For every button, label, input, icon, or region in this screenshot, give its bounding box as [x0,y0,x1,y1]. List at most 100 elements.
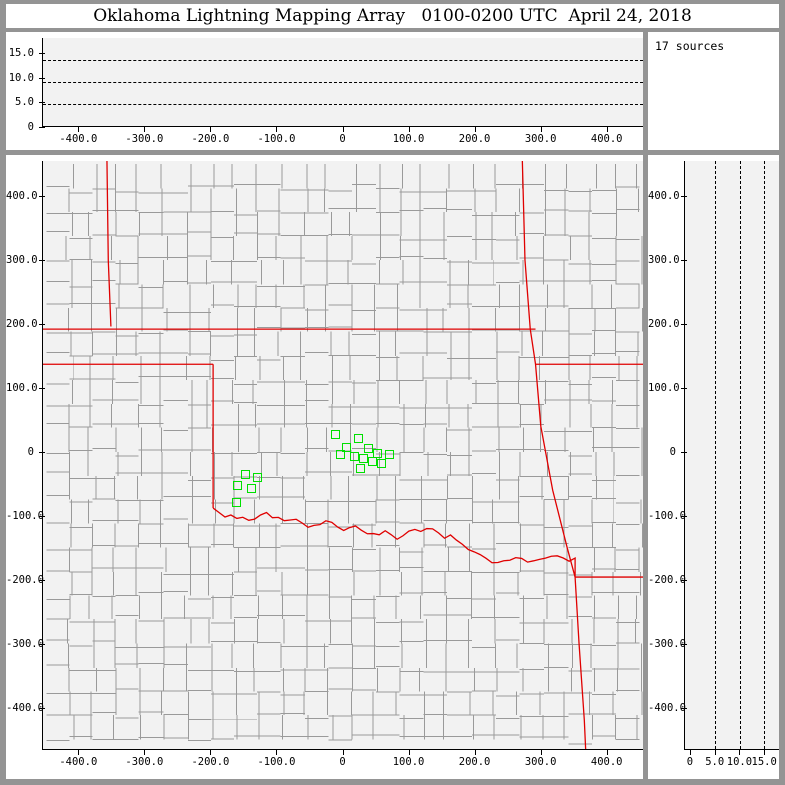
altitude-gridline [715,161,717,749]
source-count-panel: 17 sources [648,32,779,150]
source-marker [246,483,256,493]
axis-tick-y [681,708,687,710]
axis-label-x: -400.0 [59,756,98,768]
axis-label-y: 15.0 [8,46,34,59]
axis-tick-x [540,127,542,132]
axis-label-y: -100.0 [648,510,686,523]
axis-tick-x [689,750,691,755]
axis-label-y: -400.0 [648,702,686,715]
axis-label-x: 200.0 [458,756,491,768]
axis-tick-x [408,127,410,132]
axis-tick-x [342,750,344,755]
axis-tick-y [39,516,45,518]
axis-label-y: 400.0 [6,190,38,203]
axis-tick-x [78,127,80,132]
axis-label-x: 15.0 [751,756,777,768]
axis-label-y: 200.0 [6,318,38,331]
axis-tick-y [39,260,45,262]
axis-tick-y [39,77,45,79]
source-marker [358,454,368,464]
axis-label-y: -200.0 [648,574,686,587]
axis-tick-y [681,516,687,518]
axis-label-x: 0 [339,756,346,768]
axis-tick-x [276,750,278,755]
axis-tick-y [39,196,45,198]
axis-tick-x [606,750,608,755]
axis-tick-y [39,52,45,54]
axis-tick-y [39,452,45,454]
page-title-text: Oklahoma Lightning Mapping Array 0100-02… [93,6,692,26]
axis-tick-y [39,708,45,710]
source-marker [241,469,251,479]
axis-label-y: -200.0 [6,574,44,587]
axis-label-y: 300.0 [648,254,680,267]
axis-tick-x [714,750,716,755]
axis-tick-y [681,580,687,582]
axis-tick-x [78,750,80,755]
axis-tick-x [474,750,476,755]
axis-label-x: 0 [686,756,694,768]
gridline-10 [43,82,643,83]
axis-label-x: -200.0 [191,133,230,145]
map-geography [43,161,643,749]
axis-tick-x [210,750,212,755]
page-title: Oklahoma Lightning Mapping Array 0100-02… [6,4,779,28]
source-marker [373,449,383,459]
axis-tick-x [144,127,146,132]
axis-label-y: -400.0 [6,702,44,715]
axis-tick-y [681,324,687,326]
axis-tick-y [39,127,45,128]
axis-label-x: 100.0 [392,756,425,768]
axis-label-x: 100.0 [392,133,425,145]
axis-tick-x [540,750,542,755]
source-marker [331,429,341,439]
axis-label-y: -300.0 [6,638,44,651]
axis-label-y: 0 [669,446,676,459]
axis-tick-x [210,127,212,132]
axis-label-x: 300.0 [524,133,557,145]
axis-label-y: -300.0 [648,638,686,651]
axis-label-y: 200.0 [648,318,680,331]
axis-tick-x [606,127,608,132]
altitude-plot-area[interactable] [684,161,779,750]
source-marker [364,443,374,453]
time-height-panel[interactable]: 0 5.0 10.0 15.0 -400.0 -300.0 -200.0 -100.0 0 10… [6,32,643,150]
axis-label-x: 5.0 [705,756,725,768]
axis-tick-y [681,644,687,646]
axis-label-x: 400.0 [590,756,623,768]
axis-label-x: 10.0 [726,756,753,768]
axis-tick-y [681,388,687,390]
axis-label-y: 5.0 [15,96,34,109]
axis-tick-y [39,324,45,326]
source-marker [349,451,359,461]
axis-label-x: -200.0 [191,756,230,768]
axis-label-x: -100.0 [257,133,296,145]
axis-label-x: -300.0 [125,133,164,145]
axis-tick-x [276,127,278,132]
axis-tick-x [474,127,476,132]
source-marker [232,497,241,507]
axis-label-y: 100.0 [648,382,680,395]
axis-label-x: -100.0 [257,756,296,768]
axis-label-y: 0 [27,121,34,133]
axis-label-x: 0 [339,133,346,145]
axis-label-y: 100.0 [6,382,38,395]
axis-label-x: 300.0 [524,756,557,768]
axis-tick-y [39,102,45,104]
source-count-label: 17 sources [655,39,725,53]
axis-tick-y [39,580,45,582]
axis-label-x: -400.0 [59,133,98,145]
axis-label-y: -100.0 [6,510,44,523]
axis-label-y: 0 [27,446,34,459]
source-marker [341,442,351,452]
plan-view-plot-area[interactable] [42,161,643,750]
plan-view-map-panel[interactable]: -400.0 -300.0 -200.0 -100.0 0 100.0 200.0 300.0… [6,155,643,779]
axis-label-y: 10.0 [8,71,34,84]
time-height-plot-area[interactable] [42,38,643,127]
altitude-gridline [764,161,766,749]
altitude-gridline [739,161,741,749]
altitude-profile-panel[interactable]: -400.0 -300.0 -200.0 -100.0 0 100.0 200.0 300.0… [648,155,779,779]
axis-tick-x [739,750,741,755]
source-marker [253,473,263,483]
